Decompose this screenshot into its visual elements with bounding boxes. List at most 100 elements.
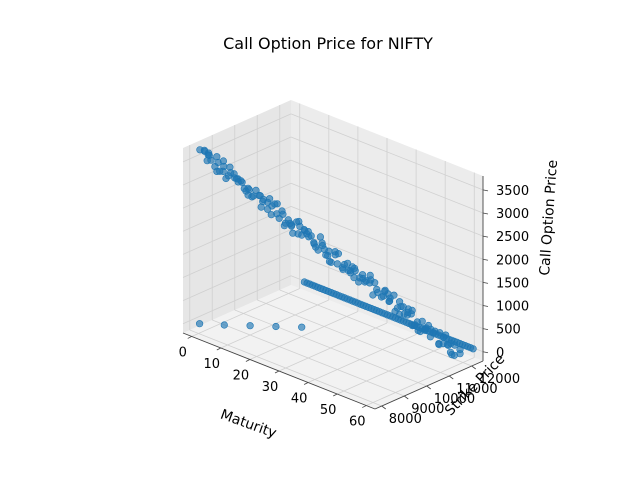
scatter-point xyxy=(259,195,268,203)
scatter-point xyxy=(446,348,455,356)
scatter-point xyxy=(333,260,342,268)
x-tick-label: 60 xyxy=(349,415,366,430)
x-tick-label: 40 xyxy=(291,392,308,407)
grid-line-x-floor xyxy=(249,311,359,360)
grid-line-z-back xyxy=(290,206,484,283)
scatter-point xyxy=(399,303,407,311)
grid-line-z-left xyxy=(182,136,292,186)
scatter-point xyxy=(220,321,228,329)
scatter-point xyxy=(355,278,363,286)
scatter-point xyxy=(196,320,204,328)
scatter-point xyxy=(404,308,412,317)
scatter-point xyxy=(267,211,275,219)
z-tick-mark xyxy=(482,212,489,215)
scatter-point xyxy=(339,265,347,273)
y-tick-label: 12000 xyxy=(479,372,520,387)
z-tick-label: 3500 xyxy=(496,184,529,199)
y-tick-label: 11000 xyxy=(456,382,497,397)
scatter-point xyxy=(242,187,250,195)
scatter-point xyxy=(220,162,228,171)
grid-line-x-floor xyxy=(278,322,388,372)
scatter-point xyxy=(272,322,280,331)
scatter-point xyxy=(331,251,339,259)
x-tick-mark xyxy=(245,359,251,362)
z-tick-label: 3000 xyxy=(496,207,529,222)
grid-line-y-floor xyxy=(189,329,382,407)
grid-line-y-floor xyxy=(257,299,450,377)
scatter-point xyxy=(408,322,417,330)
chart-title: Call Option Price for NIFTY xyxy=(223,34,433,53)
z-tick-label: 1500 xyxy=(496,276,529,291)
y-tick-mark xyxy=(404,395,409,400)
scatter-point xyxy=(310,240,318,248)
scatter-point xyxy=(426,333,435,341)
grid-line-y-floor xyxy=(234,309,427,387)
z-axis-label: Call Option Price xyxy=(537,159,561,276)
z-tick-mark xyxy=(482,328,489,331)
scatter-point xyxy=(196,146,204,154)
x-axis-ticks: 0 10 20 30 40 50 60 xyxy=(179,336,367,430)
scatter-point xyxy=(381,287,389,296)
grid-line-y-floor xyxy=(212,319,405,397)
grid-line-z-left xyxy=(182,229,292,278)
z-tick-label: 2000 xyxy=(496,253,529,268)
scatter-point xyxy=(325,257,334,266)
x-tick-mark xyxy=(274,370,280,374)
x-tick-label: 20 xyxy=(233,368,250,383)
scatter-point xyxy=(395,310,404,319)
scatter-point xyxy=(350,274,358,282)
scatter-point xyxy=(289,229,297,237)
scatter-point xyxy=(369,291,377,299)
z-tick-mark xyxy=(482,235,489,238)
y-tick-label: 8000 xyxy=(389,412,422,427)
x-tick-mark xyxy=(187,336,192,339)
x-tick-mark xyxy=(333,393,338,397)
y-tick-label: 9000 xyxy=(411,402,444,417)
scatter-point xyxy=(416,327,424,336)
grid-line-z-back xyxy=(290,113,484,191)
z-tick-mark xyxy=(482,351,489,354)
scatter-point xyxy=(266,195,274,203)
x-tick-label: 0 xyxy=(179,345,187,360)
scatter-point xyxy=(456,345,464,354)
scatter-point xyxy=(213,167,221,175)
grid-line-z-left xyxy=(182,275,292,325)
scatter-point xyxy=(222,174,230,183)
scatter-point xyxy=(298,323,306,331)
scatter-point xyxy=(396,298,404,306)
z-tick-label: 500 xyxy=(496,323,521,338)
grid-line-z-left xyxy=(182,182,292,232)
y-axis-line xyxy=(374,360,484,410)
scatter-point xyxy=(257,203,265,211)
x-axis-label: Maturity xyxy=(218,407,278,442)
z-tick-label: 1000 xyxy=(496,300,529,315)
scatter-point xyxy=(316,233,325,241)
grid-line-z-left xyxy=(182,113,292,163)
scatter-point xyxy=(264,205,272,213)
x-tick-mark xyxy=(303,382,309,385)
y-tick-mark xyxy=(449,375,454,380)
grid-line-z-back xyxy=(290,136,484,214)
x-tick-mark xyxy=(362,405,367,408)
z-tick-mark xyxy=(482,305,489,307)
scatter-points xyxy=(196,146,477,359)
scatter-point xyxy=(318,239,326,247)
grid-line-x-floor xyxy=(307,334,417,383)
z-tick-label: 2500 xyxy=(496,230,529,245)
scatter-point xyxy=(280,222,289,230)
y-tick-mark xyxy=(471,365,476,370)
x-tick-label: 50 xyxy=(320,403,337,418)
scatter-point xyxy=(469,345,477,353)
grid-line-z-back xyxy=(290,182,484,260)
scatter-point xyxy=(246,322,254,330)
z-tick-mark xyxy=(482,281,489,284)
scatter-point xyxy=(205,151,213,159)
scatter-point xyxy=(227,169,235,177)
y-tick-label: 10000 xyxy=(434,392,475,407)
x-tick-label: 30 xyxy=(262,380,279,395)
scatter-point xyxy=(322,251,330,259)
scatter-point xyxy=(214,158,222,167)
grid-line-x-floor xyxy=(366,357,475,406)
